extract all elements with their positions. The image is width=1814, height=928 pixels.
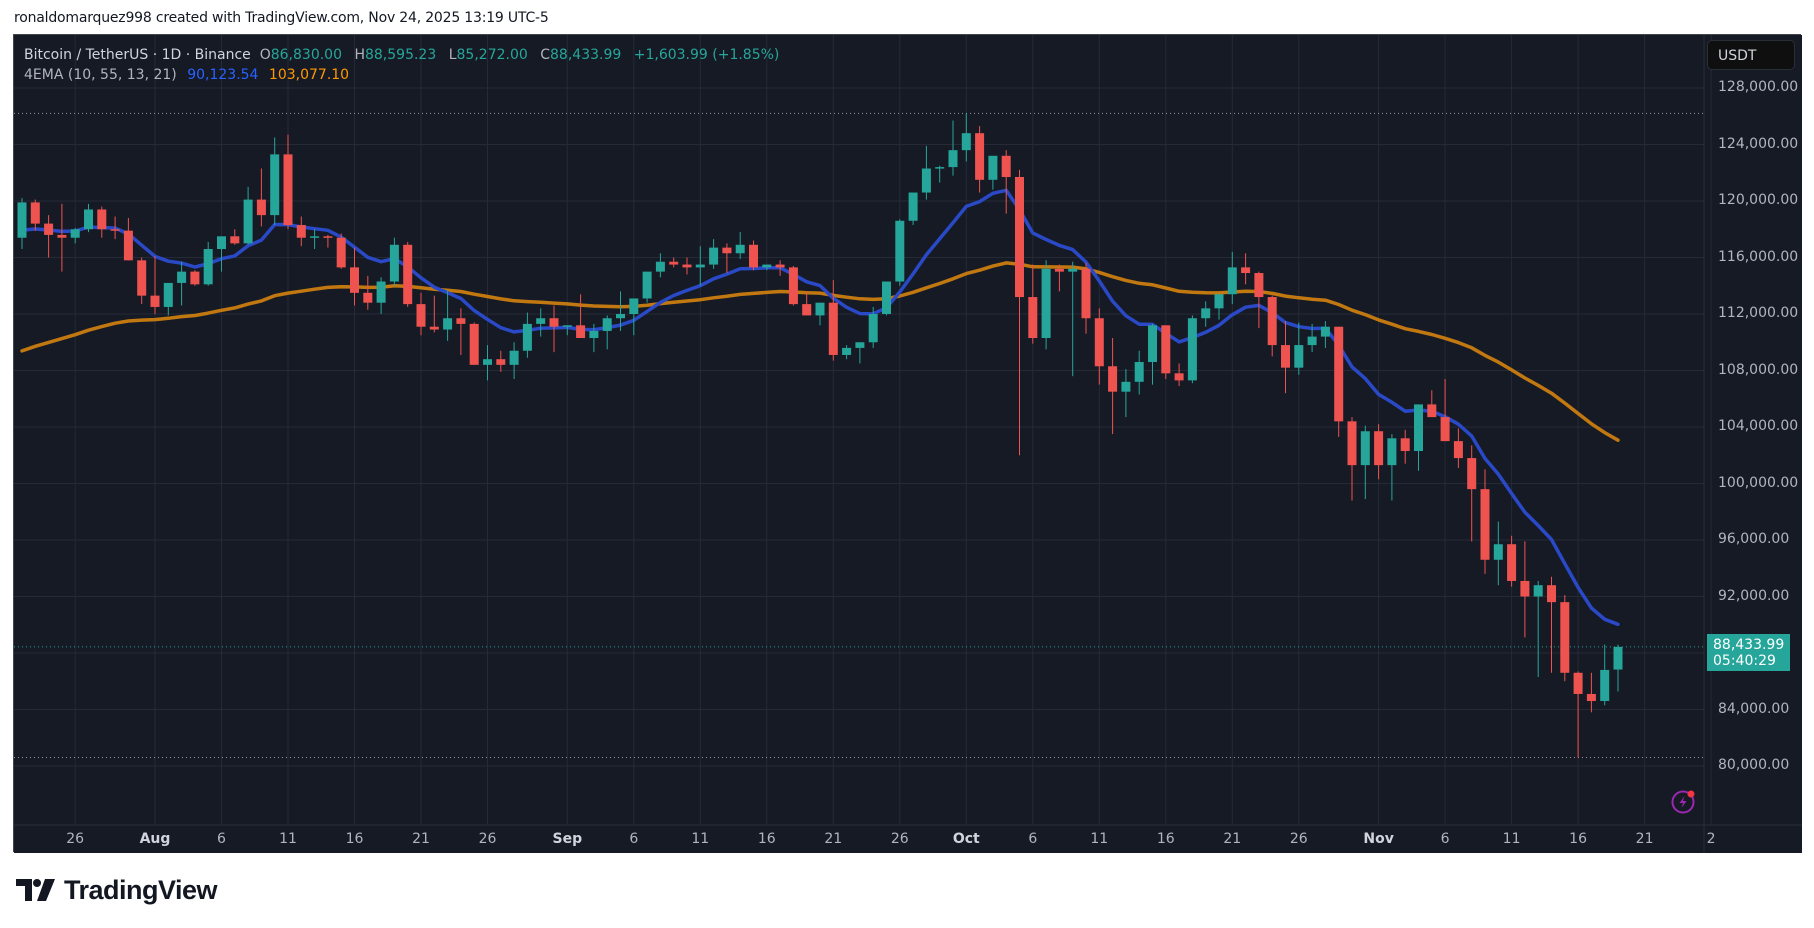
price-axis-label: 92,000.00 [1718, 587, 1790, 604]
ema-slow-value: 103,077.10 [268, 67, 350, 83]
time-axis-label: 26 [890, 831, 909, 847]
time-axis-label: 2 [1706, 831, 1716, 847]
time-axis-label: 21 [412, 831, 430, 847]
indicator-title[interactable]: 4EMA (10, 55, 13, 21) [24, 67, 177, 83]
time-axis-label: 6 [1440, 831, 1450, 847]
time-axis-label: Aug [139, 831, 171, 847]
time-axis-label: 21 [1635, 831, 1654, 847]
lightning-alert-icon[interactable] [1670, 787, 1698, 815]
time-axis-label: 16 [1156, 831, 1175, 847]
watermark-caption: ronaldomarquez998 created with TradingVi… [14, 10, 549, 26]
price-axis-label: 128,000.00 [1718, 79, 1799, 95]
symbol-legend-row: Bitcoin / TetherUS · 1D · Binance O86,83… [24, 45, 787, 65]
price-axis-label: 120,000.00 [1718, 192, 1799, 208]
last-price-tag: 88,433.99 05:40:29 [1707, 634, 1790, 671]
time-axis-label: 16 [345, 831, 364, 847]
time-axis-label: 26 [478, 831, 497, 847]
time-axis-label: 26 [1289, 831, 1308, 847]
time-axis-label: 11 [691, 831, 710, 847]
time-axis-label: 11 [1090, 831, 1109, 847]
low-label: L [448, 47, 457, 63]
time-axis-label: 21 [1223, 831, 1242, 847]
indicator-legend-row: 4EMA (10, 55, 13, 21) 90,123.54 103,077.… [24, 65, 787, 85]
price-axis-label: 124,000.00 [1718, 135, 1799, 152]
time-axis-label: 6 [1028, 831, 1038, 847]
time-axis-label: 26 [66, 831, 85, 847]
close-value: 88,433.99 [550, 47, 622, 63]
time-axis-label: 11 [279, 831, 297, 847]
tradingview-logo-text: TradingView [64, 874, 218, 905]
time-axis-label: 6 [629, 831, 639, 847]
time-axis-label: Sep [552, 831, 583, 847]
time-axis-label: 6 [217, 831, 226, 847]
time-axis-label: Nov [1363, 831, 1394, 847]
last-price-value: 88,433.99 [1713, 637, 1785, 653]
time-axis-label: Oct [952, 831, 980, 847]
open-value: 86,830.00 [270, 47, 342, 63]
tradingview-logo-icon [16, 879, 55, 901]
time-axis-label: 21 [824, 831, 843, 847]
time-axis-label: 16 [757, 831, 776, 847]
high-value: 88,595.23 [364, 47, 437, 63]
price-axis-label: 80,000.00 [1718, 757, 1790, 773]
price-axis-label: 104,000.00 [1718, 418, 1799, 434]
chart-panel[interactable]: Bitcoin / TetherUS · 1D · Binance O86,83… [13, 34, 1802, 853]
price-axis-label: 84,000.00 [1718, 700, 1790, 717]
price-axis-label: 112,000.00 [1718, 305, 1799, 321]
close-label: C [540, 47, 551, 63]
candlestick-plot[interactable] [14, 35, 1802, 853]
high-label: H [354, 47, 365, 63]
currency-button[interactable]: USDT [1707, 40, 1795, 70]
price-axis-label: 96,000.00 [1718, 531, 1790, 547]
open-label: O [259, 47, 271, 63]
tradingview-logo[interactable]: TradingView [16, 874, 218, 906]
ema-fast-value: 90,123.54 [187, 67, 259, 83]
low-value: 85,272.00 [456, 47, 528, 63]
price-axis-label: 116,000.00 [1718, 248, 1799, 265]
bar-countdown: 05:40:29 [1713, 653, 1776, 669]
change-value: +1,603.99 (+1.85%) [633, 47, 780, 63]
time-axis-label: 11 [1502, 831, 1521, 847]
time-axis-label: 16 [1569, 831, 1588, 847]
symbol-title[interactable]: Bitcoin / TetherUS · 1D · Binance [24, 47, 251, 63]
price-axis-label: 108,000.00 [1718, 361, 1799, 378]
chart-legend: Bitcoin / TetherUS · 1D · Binance O86,83… [24, 45, 787, 85]
price-axis-label: 100,000.00 [1718, 474, 1799, 491]
